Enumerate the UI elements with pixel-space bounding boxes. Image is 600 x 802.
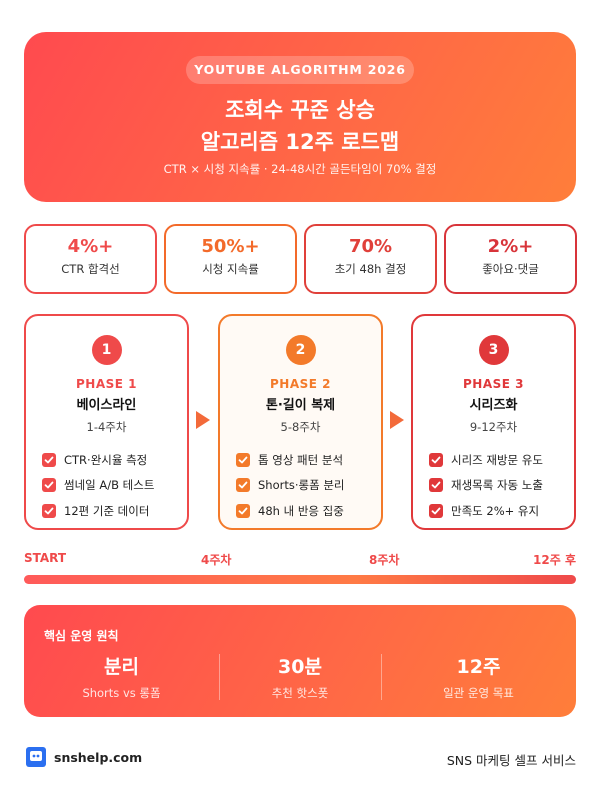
- principle: 분리 Shorts vs 롱폼: [24, 652, 219, 701]
- checklist-item: CTR·완시율 측정: [42, 447, 187, 473]
- item-text: 썸네일 A/B 테스트: [64, 478, 155, 493]
- arrow: [196, 411, 210, 429]
- brand: snshelp.com: [54, 750, 143, 765]
- phase-number: 2: [285, 335, 316, 365]
- stat-card: 70% 초기 48h 결정: [304, 224, 437, 294]
- principle-value: 분리: [104, 656, 139, 678]
- logo: [26, 747, 46, 767]
- checkbox: [42, 503, 56, 518]
- check: [44, 507, 54, 515]
- checkbox: [429, 478, 443, 493]
- checkbox: [236, 478, 250, 493]
- principle-label: 추천 핫스폿: [271, 686, 329, 700]
- check: [431, 507, 441, 515]
- phase-weeks: 9-12주차: [469, 420, 518, 434]
- principle-label: Shorts vs 롱폼: [82, 686, 161, 700]
- checklist-item: 썸네일 A/B 테스트: [42, 473, 187, 499]
- timeline-label: 12주 후: [533, 553, 576, 567]
- stat-label: 초기 48h 결정: [334, 262, 407, 276]
- checklist-item: 재생목록 자동 노출: [429, 473, 574, 499]
- title-line: 조회수 꾸준 상승: [225, 98, 375, 122]
- stat-value: 70%: [348, 236, 393, 257]
- divider: [219, 654, 220, 700]
- phase-title: 시리즈화: [469, 398, 518, 413]
- checklist-item: 시리즈 재방문 유도: [429, 447, 574, 473]
- principles-panel: [24, 605, 576, 717]
- item-text: 만족도 2%+ 유지: [451, 503, 540, 518]
- checkbox: [42, 452, 56, 467]
- item-text: 톱 영상 패턴 분석: [258, 452, 344, 467]
- timeline-label: START: [24, 551, 67, 565]
- phase-label: PHASE 3: [463, 377, 524, 391]
- item-text: CTR·완시율 측정: [64, 452, 148, 467]
- divider: [381, 654, 382, 700]
- item-text: Shorts·롱폼 분리: [258, 478, 345, 493]
- checklist-item: 만족도 2%+ 유지: [429, 498, 574, 524]
- checkbox: [236, 503, 250, 518]
- check: [238, 507, 248, 515]
- stat-value: 4%+: [67, 236, 114, 257]
- principle-value: 12주: [456, 656, 501, 678]
- hero-banner: [24, 32, 576, 202]
- principle-label: 일관 운영 목표: [443, 686, 514, 700]
- phase-label: PHASE 1: [76, 377, 137, 391]
- item-text: 시리즈 재방문 유도: [451, 452, 543, 467]
- stat-label: 시청 지속률: [202, 262, 259, 276]
- check: [238, 456, 248, 464]
- tagline: SNS 마케팅 셀프 서비스: [446, 753, 576, 768]
- check: [44, 456, 54, 464]
- phase-weeks: 5-8주차: [280, 420, 321, 434]
- phase-number: 3: [478, 335, 509, 365]
- subtitle: CTR × 시청 지속률 · 24-48시간 골든타임이 70% 결정: [163, 162, 437, 176]
- checkbox: [429, 503, 443, 518]
- check: [238, 481, 248, 489]
- checklist: 톱 영상 패턴 분석 Shorts·롱폼 분리 48h 내 반응 집중: [236, 447, 381, 524]
- stat-value: 50%+: [201, 236, 260, 257]
- stat-value: 2%+: [487, 236, 534, 257]
- stat-card: 4%+ CTR 합격선: [24, 224, 157, 294]
- principles-heading: 핵심 운영 원칙: [44, 629, 119, 643]
- title-line: 알고리즘 12주 로드맵: [200, 130, 400, 154]
- item-text: 재생목록 자동 노출: [451, 478, 543, 493]
- principle-value: 30분: [278, 656, 322, 678]
- phase-title: 톤·길이 복제: [265, 398, 336, 413]
- stat-label: CTR 합격선: [61, 262, 120, 276]
- checklist-item: Shorts·롱폼 분리: [236, 473, 381, 499]
- timeline-bar: [24, 575, 576, 584]
- checklist-item: 톱 영상 패턴 분석: [236, 447, 381, 473]
- timeline-label: 4주차: [201, 553, 232, 567]
- stat-card: 2%+ 좋아요·댓글: [444, 224, 577, 294]
- check: [431, 456, 441, 464]
- checklist-item: 48h 내 반응 집중: [236, 498, 381, 524]
- item-text: 12편 기준 데이터: [64, 503, 150, 518]
- phase-label: PHASE 2: [270, 377, 331, 391]
- phase-title: 베이스라인: [76, 398, 137, 413]
- checkbox: [42, 478, 56, 493]
- timeline-label: 8주차: [369, 553, 400, 567]
- checklist-item: 12편 기준 데이터: [42, 498, 187, 524]
- phase-number: 1: [91, 335, 122, 365]
- check: [431, 481, 441, 489]
- stat-label: 좋아요·댓글: [482, 262, 539, 276]
- check: [44, 481, 54, 489]
- phase-weeks: 1-4주차: [86, 420, 127, 434]
- stat-card: 50%+ 시청 지속률: [164, 224, 297, 294]
- arrow: [390, 411, 404, 429]
- badge: YOUTUBE ALGORITHM 2026: [186, 56, 414, 84]
- checkbox: [236, 452, 250, 467]
- item-text: 48h 내 반응 집중: [258, 503, 344, 518]
- checkbox: [429, 452, 443, 467]
